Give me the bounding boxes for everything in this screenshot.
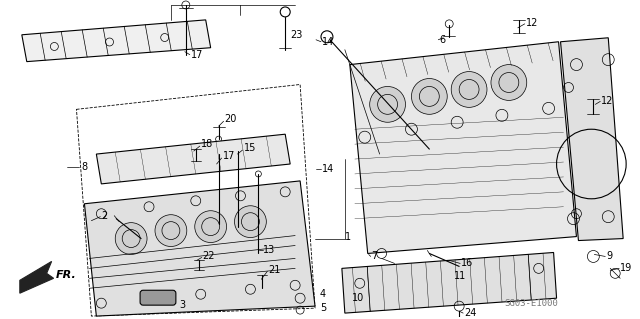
Polygon shape <box>20 261 54 293</box>
Circle shape <box>155 215 187 247</box>
Circle shape <box>195 211 227 242</box>
FancyBboxPatch shape <box>140 290 176 305</box>
Polygon shape <box>97 134 290 184</box>
Text: 17: 17 <box>191 50 203 60</box>
Circle shape <box>115 223 147 255</box>
Text: 8: 8 <box>81 162 88 172</box>
Polygon shape <box>350 42 577 254</box>
Text: 7: 7 <box>372 251 378 262</box>
Text: 23: 23 <box>290 30 303 40</box>
Text: 24: 24 <box>464 308 477 318</box>
Text: 22: 22 <box>203 251 215 262</box>
Polygon shape <box>84 181 315 316</box>
Text: 20: 20 <box>225 114 237 124</box>
Text: 11: 11 <box>454 271 467 281</box>
Text: 14: 14 <box>322 164 334 174</box>
Text: 12: 12 <box>525 18 538 28</box>
Text: 1: 1 <box>345 232 351 241</box>
Text: 12: 12 <box>602 96 614 106</box>
Text: 5: 5 <box>320 303 326 313</box>
Circle shape <box>412 78 447 114</box>
Circle shape <box>451 71 487 108</box>
Text: 6: 6 <box>439 35 445 45</box>
Text: 14: 14 <box>322 37 334 47</box>
Circle shape <box>491 65 527 100</box>
Text: SG03-E1000: SG03-E1000 <box>504 299 557 308</box>
Text: 17: 17 <box>223 151 235 161</box>
Text: 16: 16 <box>461 258 474 268</box>
Text: 19: 19 <box>620 263 632 273</box>
Text: 21: 21 <box>268 265 281 275</box>
Text: 3: 3 <box>179 300 185 310</box>
Circle shape <box>370 86 406 122</box>
Text: 13: 13 <box>263 246 276 256</box>
Text: 9: 9 <box>606 251 612 262</box>
Polygon shape <box>561 38 623 241</box>
Polygon shape <box>342 252 557 313</box>
Text: 15: 15 <box>243 143 256 153</box>
Text: FR.: FR. <box>56 270 76 280</box>
Circle shape <box>234 206 266 238</box>
Text: 18: 18 <box>201 139 213 149</box>
Text: 2: 2 <box>101 211 108 221</box>
Polygon shape <box>22 20 211 62</box>
Text: 10: 10 <box>352 293 364 303</box>
Text: 4: 4 <box>320 289 326 299</box>
